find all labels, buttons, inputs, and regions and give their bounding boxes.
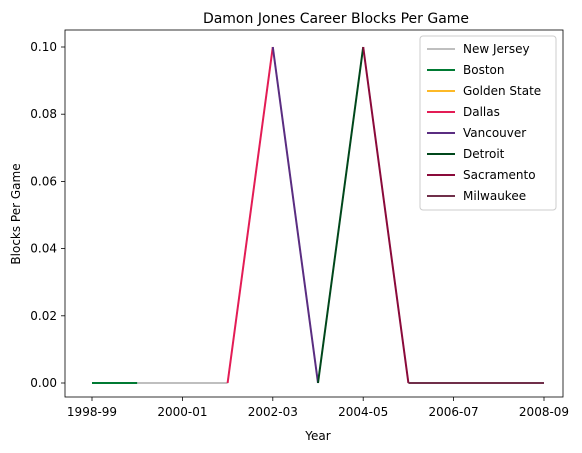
x-tick-label: 2000-01 xyxy=(157,405,207,419)
plot-lines xyxy=(92,46,544,384)
x-tick-label: 1998-99 xyxy=(67,405,117,419)
y-tick-label: 0.02 xyxy=(30,309,57,323)
y-tick-label: 0.06 xyxy=(30,174,57,188)
legend-label: Golden State xyxy=(463,84,541,98)
x-tick-label: 2006-07 xyxy=(429,405,479,419)
legend-label: Detroit xyxy=(463,147,505,161)
series-line-dallas xyxy=(226,46,274,384)
chart-title: Damon Jones Career Blocks Per Game xyxy=(203,11,469,27)
series-line-detroit xyxy=(317,46,365,384)
legend-label: Boston xyxy=(463,63,504,77)
y-tick-label: 0.10 xyxy=(30,40,57,54)
legend: New Jersey Boston Golden State Dallas Vancou… xyxy=(419,35,557,211)
legend-box xyxy=(419,35,557,211)
y-tick-label: 0.08 xyxy=(30,107,57,121)
legend-label: Milwaukee xyxy=(463,189,526,203)
x-tick-label: 2002-03 xyxy=(248,405,298,419)
legend-label: Dallas xyxy=(463,105,500,119)
series-line-vancouver xyxy=(271,46,319,384)
x-axis-label: Year xyxy=(304,429,330,443)
x-axis: 1998-99 2000-01 2002-03 2004-05 2006-07 2008-… xyxy=(67,397,569,419)
series-line-sacramento xyxy=(362,46,410,384)
y-tick-label: 0.04 xyxy=(30,242,57,256)
y-axis: 0.00 0.02 0.04 0.06 0.08 0.10 xyxy=(30,40,65,390)
legend-label: New Jersey xyxy=(463,42,530,56)
x-tick-label: 2008-09 xyxy=(519,405,569,419)
x-tick-label: 2004-05 xyxy=(338,405,388,419)
legend-label: Vancouver xyxy=(463,126,526,140)
y-axis-label: Blocks Per Game xyxy=(9,163,23,264)
legend-label: Sacramento xyxy=(463,168,536,182)
y-tick-label: 0.00 xyxy=(30,376,57,390)
plot-frame xyxy=(64,29,564,398)
